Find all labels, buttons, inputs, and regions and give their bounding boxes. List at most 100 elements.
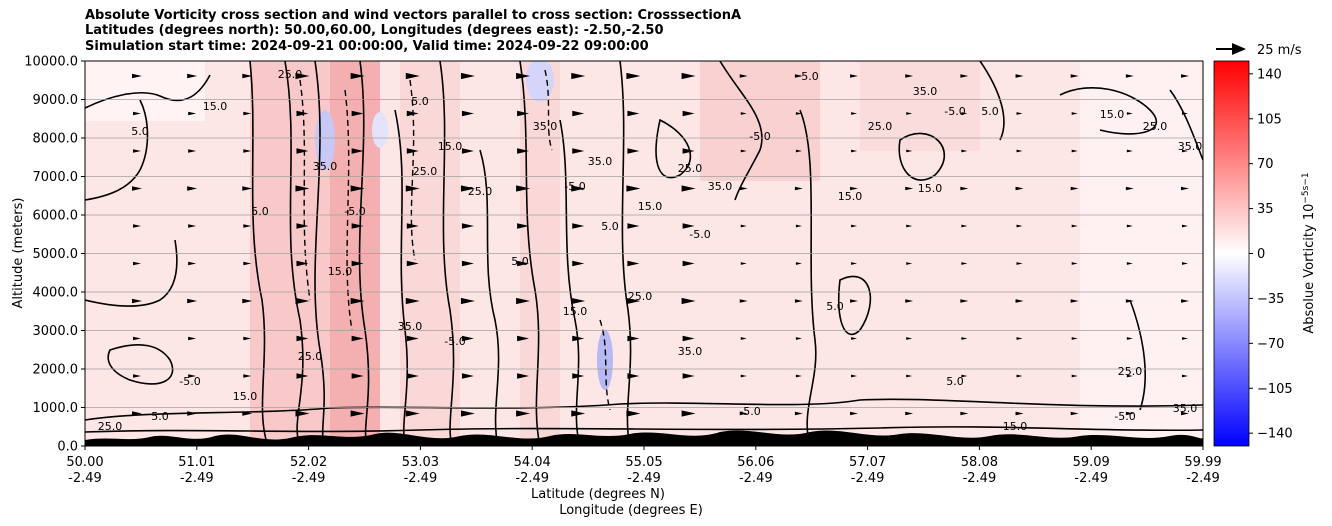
- wind-vector-arrow: [132, 298, 142, 304]
- contour-label: 5.0: [946, 375, 964, 388]
- wind-vector-arrow: [961, 224, 968, 228]
- wind-vector-arrow: [350, 297, 365, 305]
- wind-vector-arrow: [405, 297, 420, 305]
- wind-vector-arrow: [242, 411, 253, 416]
- wind-vector-arrow: [132, 186, 142, 191]
- y-axis-label: Altitude (meters): [11, 198, 26, 309]
- wind-vector-arrow: [572, 148, 585, 154]
- contour-label: -5.0: [749, 130, 770, 143]
- wind-vector-arrow: [242, 298, 253, 304]
- wind-vector-arrow: [295, 185, 310, 192]
- wind-vector-arrow: [627, 148, 640, 154]
- wind-vector-arrow: [626, 410, 641, 417]
- contour-label: 15.0: [918, 182, 943, 195]
- wind-vector-arrow: [961, 262, 968, 265]
- wind-vector-arrow: [1071, 374, 1078, 378]
- wind-vector-arrow: [960, 186, 969, 191]
- chart-title-line-2: Latitudes (degrees north): 50.00,60.00, …: [85, 23, 664, 38]
- wind-vector-arrow: [961, 112, 968, 115]
- wind-vector-arrow: [1181, 299, 1189, 303]
- x-tick-label-lat: 57.07: [849, 455, 886, 470]
- wind-vector-arrow: [1181, 74, 1189, 78]
- wind-vector-arrow: [572, 260, 585, 267]
- wind-vector-arrow: [351, 335, 364, 342]
- wind-vector-arrow: [132, 411, 142, 416]
- wind-vector-arrow: [682, 373, 695, 379]
- wind-vector-arrow: [188, 224, 197, 228]
- contour-label: 5.0: [826, 300, 844, 313]
- wind-vector-arrow: [906, 337, 913, 340]
- contour-label: 5.0: [511, 255, 529, 268]
- contour-label: 35.0: [678, 345, 703, 358]
- wind-vector-arrow: [1126, 149, 1133, 153]
- wind-vector-arrow: [1016, 149, 1023, 153]
- contour-label: 15.0: [563, 305, 588, 318]
- wind-vector-arrow: [794, 299, 803, 303]
- colorbar-tick-label: 35: [1257, 202, 1274, 217]
- colorbar-tick-label: 105: [1257, 112, 1282, 127]
- wind-vector-arrow: [187, 298, 198, 304]
- y-tick-label: 3000.0: [33, 324, 79, 339]
- contour-label: 15.0: [638, 200, 663, 213]
- wind-vector-arrow: [296, 110, 309, 117]
- chart-title-line-3: Simulation start time: 2024-09-21 00:00:…: [85, 39, 649, 54]
- wind-vector-arrow: [296, 223, 309, 229]
- wind-vector-arrow: [906, 112, 913, 115]
- wind-vector-arrow: [681, 72, 696, 80]
- contour-label: 35.0: [913, 85, 938, 98]
- contour-label: 35.0: [313, 160, 338, 173]
- wind-vector-arrow: [906, 374, 913, 378]
- wind-vector-arrow: [682, 260, 695, 267]
- wind-vector-arrow: [187, 186, 198, 191]
- wind-vector-arrow: [1015, 299, 1024, 303]
- wind-vector-arrow: [243, 336, 252, 341]
- wind-vector-arrow: [571, 297, 586, 305]
- wind-vector-arrow: [188, 374, 197, 378]
- wind-vector-arrow: [1126, 224, 1133, 228]
- wind-vector-arrow: [1070, 74, 1079, 78]
- wind-vector-arrow: [851, 374, 858, 378]
- wind-vector-arrow: [1126, 374, 1133, 378]
- wind-vector-arrow: [516, 72, 531, 80]
- wind-vector-arrow: [350, 410, 365, 417]
- x-axis-label-longitude: Longitude (degrees E): [559, 503, 703, 518]
- wind-vector-arrow: [188, 261, 197, 266]
- wind-vector-arrow: [1071, 262, 1078, 265]
- vorticity-field: [85, 61, 1203, 446]
- colorbar-label: Absolue Vorticity 10−5s−1: [1301, 172, 1317, 333]
- wind-vector-arrow: [1016, 224, 1023, 228]
- wind-vector-arrow: [1125, 411, 1134, 416]
- wind-vector-arrow: [295, 72, 310, 80]
- wind-vector-arrow: [406, 110, 419, 117]
- wind-vector-arrow: [739, 299, 748, 303]
- contour-label: 5.0: [131, 125, 149, 138]
- wind-vector-arrow: [351, 373, 364, 379]
- contour-label: 5.0: [251, 205, 269, 218]
- wind-vector-arrow: [296, 260, 309, 267]
- colorbar-tick-label: −35: [1257, 292, 1284, 307]
- wind-vector-arrow: [1182, 112, 1188, 115]
- contour-label: 5.0: [601, 220, 619, 233]
- wind-vector-arrow: [1126, 337, 1133, 340]
- wind-vector-arrow: [1071, 337, 1078, 340]
- wind-vector-arrow: [133, 224, 141, 228]
- contour-label: 25.0: [678, 162, 703, 175]
- wind-vector-arrow: [133, 374, 141, 378]
- contour-label: 25.0: [1143, 120, 1168, 133]
- wind-vector-arrow: [682, 148, 695, 154]
- x-tick-label-lat: 59.99: [1184, 455, 1221, 470]
- wind-vector-arrow: [1016, 337, 1023, 340]
- wind-vector-arrow: [627, 110, 640, 117]
- wind-vector-arrow: [1125, 299, 1134, 303]
- contour-label: -5.0: [344, 205, 365, 218]
- x-tick-label-lat: 53.03: [402, 455, 439, 470]
- contour-label: 15.0: [438, 140, 463, 153]
- y-tick-label: 2000.0: [33, 363, 79, 378]
- wind-vector-arrow: [739, 74, 748, 78]
- wind-vector-arrow: [740, 337, 747, 340]
- wind-vector-arrow: [242, 186, 253, 191]
- wind-vector-arrow: [906, 224, 913, 228]
- wind-vector-arrow: [905, 411, 914, 416]
- y-tick-label: 0.0: [57, 440, 78, 455]
- x-tick-label-lon: -2.49: [1074, 471, 1108, 486]
